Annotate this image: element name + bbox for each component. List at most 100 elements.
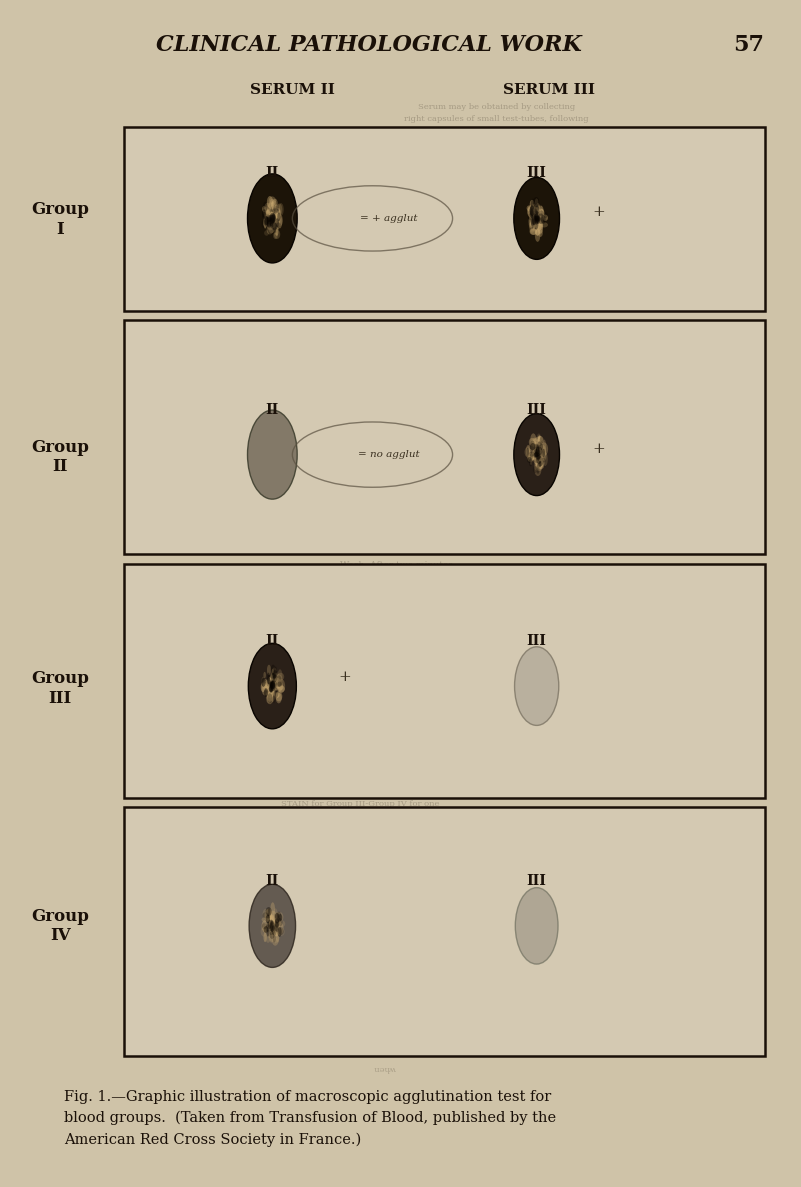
Ellipse shape (272, 212, 275, 223)
Ellipse shape (531, 215, 537, 226)
Ellipse shape (267, 921, 269, 929)
Ellipse shape (535, 437, 542, 442)
Ellipse shape (272, 673, 276, 679)
Ellipse shape (262, 209, 266, 220)
Ellipse shape (266, 215, 269, 221)
Text: ether here beforehand to materials: ether here beforehand to materials (470, 414, 619, 421)
Ellipse shape (267, 216, 269, 224)
Ellipse shape (268, 677, 276, 684)
Ellipse shape (267, 220, 272, 228)
Ellipse shape (531, 439, 534, 452)
Ellipse shape (267, 214, 275, 223)
Ellipse shape (270, 199, 275, 204)
Ellipse shape (541, 444, 543, 450)
Ellipse shape (266, 691, 271, 704)
Ellipse shape (533, 214, 539, 224)
Ellipse shape (535, 216, 538, 222)
Ellipse shape (527, 205, 533, 217)
Ellipse shape (536, 203, 540, 215)
Ellipse shape (264, 926, 268, 933)
Ellipse shape (537, 464, 540, 474)
Ellipse shape (274, 921, 278, 932)
Ellipse shape (270, 211, 276, 216)
Ellipse shape (536, 216, 539, 224)
Ellipse shape (539, 205, 543, 218)
Ellipse shape (265, 680, 272, 692)
Ellipse shape (276, 922, 279, 932)
Ellipse shape (267, 217, 271, 222)
Ellipse shape (272, 922, 280, 937)
Ellipse shape (272, 925, 275, 937)
Ellipse shape (272, 214, 274, 226)
Ellipse shape (268, 678, 272, 688)
Ellipse shape (534, 221, 537, 228)
Ellipse shape (261, 677, 265, 691)
Ellipse shape (534, 217, 541, 227)
Ellipse shape (538, 209, 541, 218)
Ellipse shape (267, 692, 273, 702)
Text: cent. carbolic acid: cent. carbolic acid (506, 641, 583, 648)
Ellipse shape (541, 222, 548, 228)
Text: blue 1 to 1 solution potassium: blue 1 to 1 solution potassium (475, 869, 614, 878)
Ellipse shape (272, 923, 276, 933)
Ellipse shape (530, 452, 535, 458)
Ellipse shape (536, 210, 539, 217)
Ellipse shape (534, 452, 539, 457)
Text: II: II (266, 402, 279, 417)
Ellipse shape (531, 444, 533, 450)
Ellipse shape (268, 918, 276, 931)
Ellipse shape (532, 214, 536, 224)
Ellipse shape (276, 691, 282, 702)
Ellipse shape (537, 436, 542, 445)
Ellipse shape (267, 914, 273, 922)
Ellipse shape (276, 229, 279, 236)
Ellipse shape (271, 220, 278, 226)
Ellipse shape (542, 439, 546, 452)
Text: when: when (373, 1065, 396, 1072)
Ellipse shape (270, 935, 273, 944)
Ellipse shape (277, 673, 284, 680)
Ellipse shape (536, 446, 540, 456)
Ellipse shape (513, 414, 560, 496)
Text: STAIN for Group III-Group IV for one: STAIN for Group III-Group IV for one (281, 800, 440, 807)
Ellipse shape (263, 913, 268, 919)
Ellipse shape (269, 915, 276, 926)
Ellipse shape (539, 209, 545, 220)
Text: American Red Cross Society in France.): American Red Cross Society in France.) (64, 1132, 361, 1147)
Ellipse shape (262, 220, 265, 228)
Ellipse shape (270, 685, 276, 693)
Ellipse shape (535, 449, 541, 461)
Ellipse shape (269, 929, 272, 935)
Ellipse shape (271, 680, 276, 691)
Ellipse shape (278, 215, 282, 228)
Ellipse shape (276, 921, 280, 926)
Ellipse shape (529, 207, 533, 218)
Text: III: III (527, 634, 546, 648)
Ellipse shape (530, 453, 537, 461)
Ellipse shape (276, 929, 280, 942)
Ellipse shape (537, 214, 540, 221)
Ellipse shape (275, 913, 280, 923)
Ellipse shape (537, 442, 541, 449)
Ellipse shape (272, 923, 274, 935)
Ellipse shape (534, 447, 538, 461)
Ellipse shape (535, 198, 538, 207)
Ellipse shape (268, 673, 270, 684)
Ellipse shape (530, 433, 537, 446)
Ellipse shape (535, 449, 538, 455)
Ellipse shape (269, 215, 275, 222)
Ellipse shape (271, 215, 276, 221)
Ellipse shape (530, 447, 538, 453)
Ellipse shape (539, 210, 544, 216)
Ellipse shape (269, 680, 273, 688)
Ellipse shape (273, 674, 276, 683)
Ellipse shape (272, 932, 279, 946)
Ellipse shape (272, 672, 275, 684)
Ellipse shape (527, 453, 533, 462)
Ellipse shape (535, 228, 541, 235)
Ellipse shape (278, 203, 284, 216)
Ellipse shape (273, 207, 280, 212)
Text: +: + (593, 442, 606, 456)
Ellipse shape (274, 673, 278, 679)
Ellipse shape (535, 203, 539, 215)
